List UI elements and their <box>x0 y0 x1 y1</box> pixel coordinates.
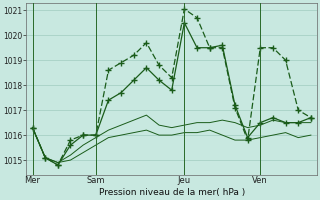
X-axis label: Pression niveau de la mer( hPa ): Pression niveau de la mer( hPa ) <box>99 188 245 197</box>
